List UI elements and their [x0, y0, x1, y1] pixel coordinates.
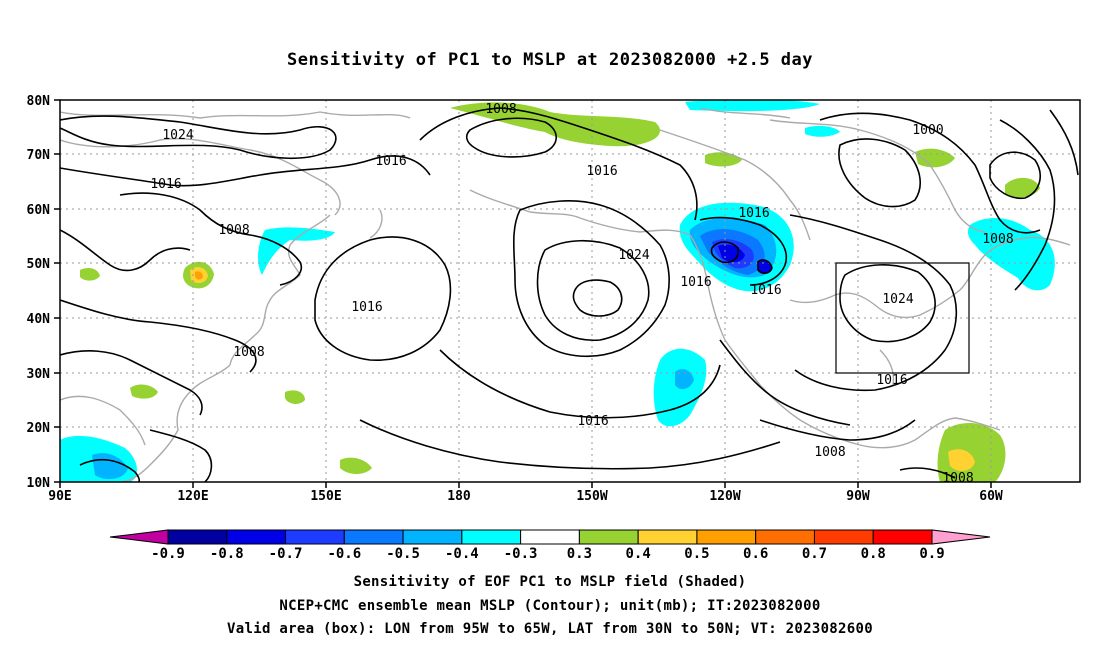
shade-positive-hudson — [915, 148, 955, 168]
contour-label: 1000 — [912, 123, 943, 138]
contour-label: 1016 — [150, 177, 181, 192]
colorbar-label: 0.6 — [743, 546, 768, 562]
lon-tick-label: 90W — [846, 489, 870, 504]
colorbar-swatch — [755, 529, 815, 545]
sensitivity-shading — [60, 100, 1055, 482]
lat-tick-label: 40N — [27, 312, 51, 327]
shade-positive-wpac-2 — [340, 457, 372, 474]
map-plot-area — [60, 100, 1080, 482]
colorbar-label: 0.8 — [861, 546, 886, 562]
colorbar-label: -0.6 — [327, 546, 361, 562]
contour-label: 1016 — [876, 373, 907, 388]
colorbar-label: 0.9 — [919, 546, 944, 562]
shade-positive-taiwan — [130, 384, 158, 399]
colorbar-high-extension — [931, 529, 991, 545]
colorbar-swatch — [637, 529, 698, 545]
shade-negative-atlantic — [967, 218, 1055, 291]
colorbar-swatch — [872, 529, 933, 545]
colorbar-swatch — [285, 529, 345, 545]
contour-label: 1024 — [162, 128, 193, 143]
contour-label: 1016 — [375, 154, 406, 169]
map-frame — [59, 99, 1081, 483]
shade-negative-arctic-2 — [685, 100, 820, 112]
lat-tick-label: 10N — [27, 476, 51, 491]
valid-area-box — [835, 262, 970, 374]
contour-label: 1016 — [586, 164, 617, 179]
contour-label: 1008 — [982, 232, 1013, 247]
lat-tick-label: 80N — [27, 94, 51, 109]
colorbar-swatch — [578, 529, 639, 545]
lat-tick-label: 20N — [27, 421, 51, 436]
colorbar-label: 0.7 — [802, 546, 827, 562]
contour-label: 1008 — [218, 223, 249, 238]
contour-label: 1008 — [485, 102, 516, 117]
colorbar-label: -0.3 — [504, 546, 538, 562]
colorbar-label: -0.4 — [445, 546, 479, 562]
colorbar: -0.9 -0.8 -0.7 -0.6 -0.5 -0.4 -0.3 0.3 0.4 0.5 0.6… — [109, 529, 991, 562]
lon-tick-label: 150W — [576, 489, 607, 504]
shade-positive-ph-sea — [285, 390, 305, 404]
contour-labels: 1008 1024 1016 1016 1008 1016 1008 1016 … — [150, 102, 1013, 486]
lat-tick-label: 30N — [27, 367, 51, 382]
axis-tick-marks — [54, 99, 992, 488]
colorbar-label: -0.9 — [151, 546, 185, 562]
colorbar-swatch — [402, 529, 463, 545]
lon-tick-label: 90E — [48, 489, 71, 504]
caption-contour: NCEP+CMC ensemble mean MSLP (Contour); u… — [279, 598, 821, 614]
contour-label: 1008 — [942, 471, 973, 486]
colorbar-swatch — [226, 529, 287, 545]
colorbar-swatch — [167, 529, 228, 545]
colorbar-label: 0.3 — [567, 546, 592, 562]
lat-tick-label: 50N — [27, 257, 51, 272]
colorbar-swatch — [343, 529, 404, 545]
colorbar-label: 0.4 — [626, 546, 651, 562]
shade-negative-nw-pacific — [258, 227, 335, 275]
colorbar-label: 0.5 — [684, 546, 709, 562]
contour-label: 1024 — [882, 292, 913, 307]
contour-label: 1016 — [680, 275, 711, 290]
caption-valid-area: Valid area (box): LON from 95W to 65W, L… — [227, 621, 873, 637]
lon-tick-label: 120E — [177, 489, 208, 504]
colorbar-swatch — [696, 529, 757, 545]
map-title: Sensitivity of PC1 to MSLP at 2023082000… — [286, 50, 813, 70]
lat-tick-label: 60N — [27, 203, 51, 218]
lon-tick-label: 180 — [447, 489, 471, 504]
shade-positive-wpac — [80, 268, 100, 281]
shade-positive-japan-sea-3 — [195, 271, 203, 280]
colorbar-label: -0.5 — [386, 546, 420, 562]
contour-label: 1008 — [233, 345, 264, 360]
shade-negative-arctic-3 — [805, 125, 840, 137]
colorbar-swatch — [520, 529, 580, 545]
lat-tick-label: 70N — [27, 148, 51, 163]
contour-label: 1024 — [618, 248, 649, 263]
lon-tick-label: 150E — [310, 489, 341, 504]
caption-shading: Sensitivity of EOF PC1 to MSLP field (Sh… — [353, 574, 747, 590]
contour-label: 1016 — [577, 414, 608, 429]
shade-negative-baja-2 — [675, 369, 694, 390]
contour-label: 1016 — [750, 283, 781, 298]
shade-positive-caribbean-2 — [948, 449, 975, 471]
map-gridlines — [60, 100, 1080, 482]
lon-tick-label: 60W — [979, 489, 1003, 504]
shade-positive-alaska — [705, 152, 742, 167]
latitude-labels: 80N 70N 60N 50N 40N 30N 20N 10N — [27, 94, 51, 491]
colorbar-swatch — [813, 529, 874, 545]
colorbar-low-extension — [109, 529, 169, 545]
shade-positive-labrador — [1005, 177, 1040, 198]
contour-label: 1016 — [738, 206, 769, 221]
longitude-labels: 90E 120E 150E 180 150W 120W 90W 60W — [48, 489, 1003, 504]
lon-tick-label: 120W — [709, 489, 740, 504]
contour-label: 1008 — [814, 445, 845, 460]
mslp-contours — [60, 107, 1079, 482]
colorbar-label: -0.7 — [269, 546, 303, 562]
colorbar-label: -0.8 — [210, 546, 244, 562]
colorbar-swatch — [461, 529, 522, 545]
contour-label: 1016 — [351, 300, 382, 315]
